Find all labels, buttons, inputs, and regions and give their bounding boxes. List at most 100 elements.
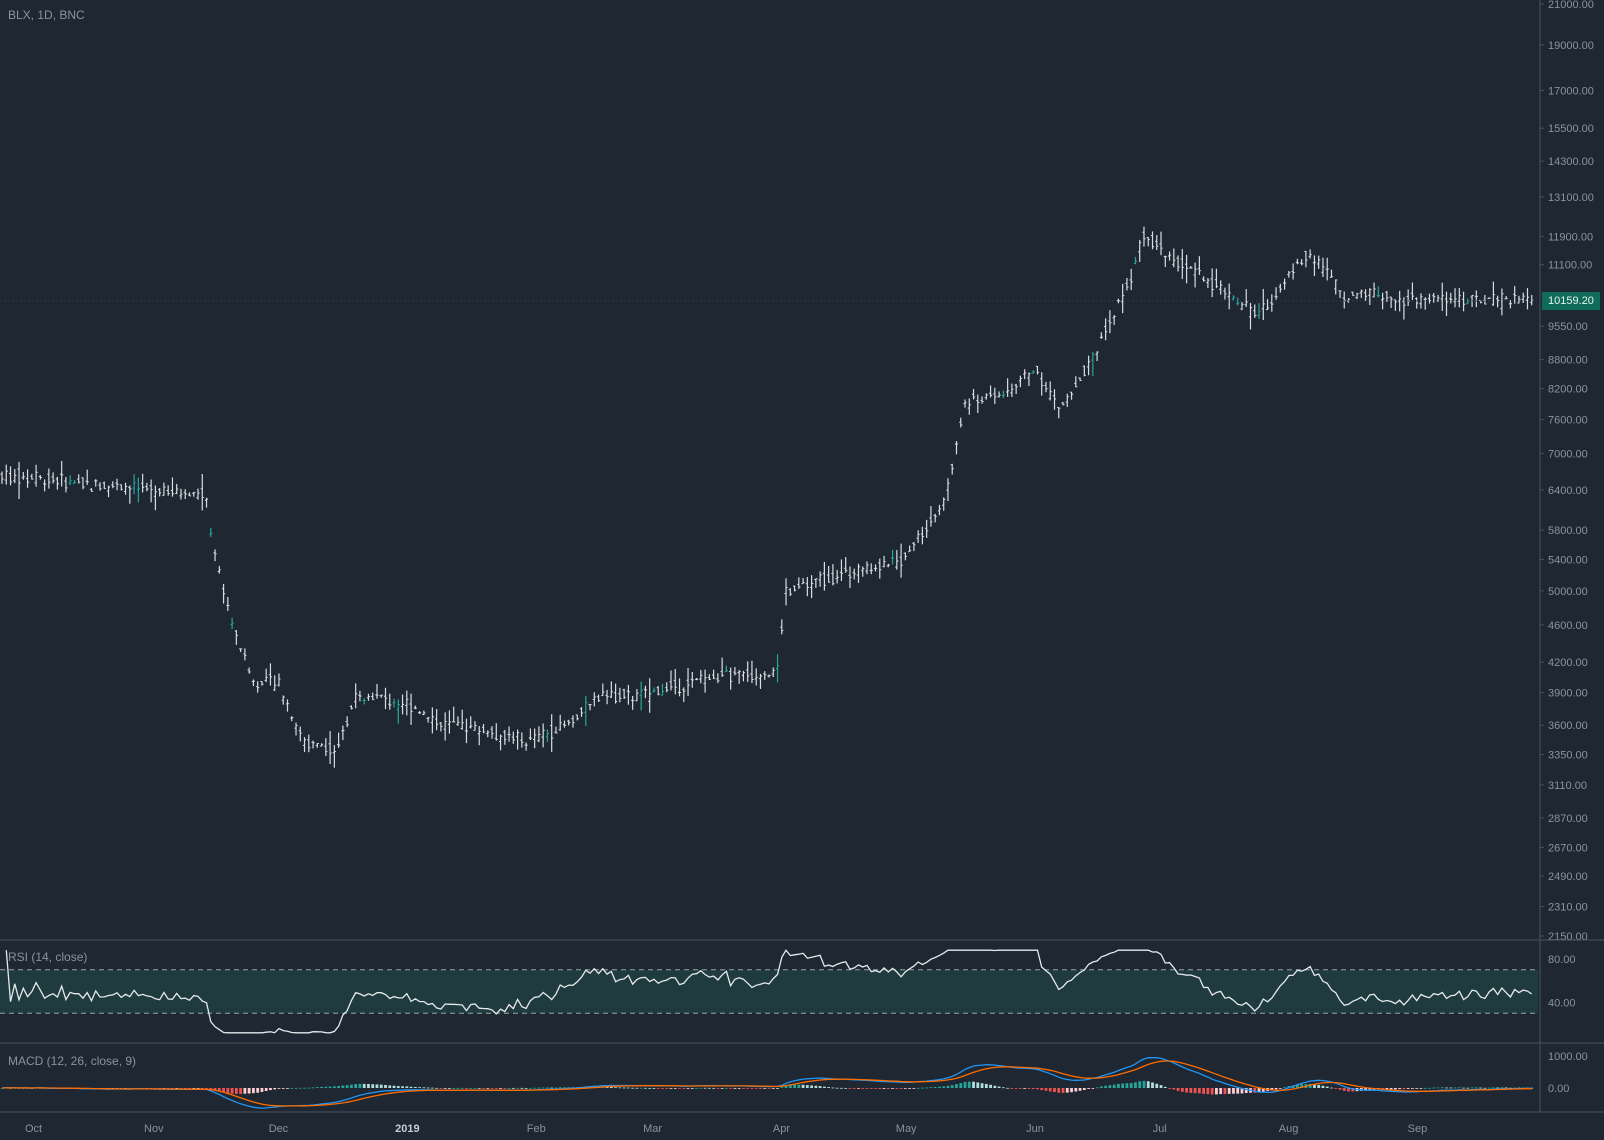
macd-histogram-bar: [1270, 1088, 1274, 1091]
macd-histogram-bar: [205, 1088, 208, 1089]
macd-histogram-bar: [771, 1088, 775, 1089]
macd-histogram-bar: [1027, 1088, 1031, 1089]
macd-histogram-bar: [916, 1087, 920, 1089]
macd-histogram-bar: [1146, 1081, 1150, 1088]
macd-histogram-bar: [835, 1087, 839, 1089]
macd-histogram-bar: [179, 1088, 183, 1089]
macd-histogram-bar: [422, 1087, 426, 1089]
macd-histogram-bar: [759, 1088, 762, 1089]
macd-histogram-bar: [486, 1088, 490, 1089]
macd-histogram-bar: [822, 1086, 826, 1088]
macd-histogram-bar: [520, 1087, 524, 1089]
macd-histogram-bar: [243, 1088, 247, 1094]
macd-histogram-bar: [1500, 1087, 1504, 1089]
macd-histogram-bar: [1428, 1087, 1431, 1089]
macd-histogram-bar: [1219, 1088, 1223, 1095]
macd-histogram-bar: [439, 1088, 443, 1089]
macd-histogram-bar: [857, 1088, 860, 1089]
macd-histogram-bar: [882, 1088, 886, 1089]
macd-histogram-bar: [230, 1088, 234, 1094]
macd-histogram-bar: [563, 1087, 566, 1089]
macd-histogram-bar: [315, 1087, 319, 1088]
macd-histogram-bar: [1504, 1087, 1508, 1089]
macd-histogram-bar: [358, 1083, 362, 1088]
macd-histogram-bar: [409, 1086, 413, 1088]
macd-histogram-bar: [1189, 1088, 1193, 1093]
macd-histogram-bar: [1108, 1085, 1112, 1088]
macd-histogram-bar: [269, 1088, 272, 1091]
time-axis: Oct Nov Dec 2019 Feb Mar Apr May Jun Jul Aug Sep: [25, 1123, 1427, 1135]
macd-histogram-bar: [1295, 1084, 1299, 1088]
macd-histogram-bar: [200, 1088, 204, 1089]
macd-histogram-bar: [1432, 1087, 1436, 1089]
price-tick-label: 8200.00: [1548, 384, 1588, 396]
price-tick-label: 7600.00: [1548, 415, 1588, 427]
macd-histogram-bar: [707, 1087, 711, 1089]
macd-histogram-bar: [1253, 1088, 1257, 1093]
macd-histogram-bar: [1082, 1088, 1086, 1091]
macd-histogram-bar: [788, 1085, 792, 1088]
macd-histogram-bar: [1176, 1088, 1180, 1091]
price-tick-label: 11900.00: [1548, 231, 1593, 243]
macd-histogram-bar: [1236, 1088, 1240, 1094]
macd-histogram-bar: [733, 1088, 737, 1089]
macd-histogram-bar: [669, 1088, 673, 1089]
macd-histogram-bar: [1347, 1088, 1350, 1092]
macd-histogram-bar: [1210, 1088, 1214, 1095]
rsi-band: [0, 969, 1538, 1014]
macd-histogram-bar: [750, 1088, 754, 1089]
macd-histogram-bar: [1232, 1088, 1235, 1094]
price-tick-label: 5400.00: [1548, 554, 1588, 566]
macd-histogram-bar: [1342, 1088, 1346, 1091]
macd-histogram-bar: [1142, 1080, 1146, 1088]
macd-histogram-bar: [435, 1087, 439, 1089]
macd-histogram-bar: [763, 1088, 767, 1089]
macd-histogram-bar: [929, 1087, 933, 1089]
macd-histogram-bar: [1449, 1087, 1453, 1089]
price-tick-label: 2150.00: [1548, 931, 1588, 943]
price-tick-label: 11100.00: [1548, 260, 1592, 272]
macd-histogram-bar: [1300, 1084, 1304, 1088]
macd-histogram-bar: [635, 1087, 639, 1089]
time-axis-label: Dec: [269, 1123, 289, 1135]
macd-histogram-bar: [976, 1082, 980, 1088]
macd-histogram-bar: [686, 1088, 690, 1089]
price-tick-label: 4600.00: [1548, 620, 1588, 632]
time-axis-label: Aug: [1279, 1123, 1299, 1135]
macd-histogram-bar: [852, 1088, 856, 1089]
time-axis-label: Oct: [25, 1123, 42, 1135]
price-tick-label: 2310.00: [1548, 902, 1588, 914]
macd-histogram-bar: [1065, 1088, 1069, 1093]
time-axis-label: Jul: [1153, 1123, 1167, 1135]
macd-axis-label: 0.00: [1548, 1083, 1569, 1095]
macd-histogram-bar: [1530, 1087, 1534, 1089]
macd-histogram-bar: [1040, 1088, 1044, 1091]
macd-histogram-bar: [362, 1083, 366, 1088]
macd-histogram-bar: [1129, 1083, 1133, 1088]
macd-histogram-bar: [1398, 1088, 1402, 1090]
macd-histogram-bar: [925, 1087, 929, 1089]
macd-histogram-bar: [946, 1085, 950, 1088]
macd-histogram-bar: [1411, 1088, 1414, 1089]
symbol-title: BLX, 1D, BNC: [8, 8, 85, 22]
macd-histogram-bar: [997, 1086, 1001, 1088]
macd-histogram-bar: [665, 1088, 669, 1089]
macd-histogram-bar: [720, 1088, 724, 1089]
macd-histogram-bar: [375, 1084, 379, 1088]
macd-histogram-bar: [448, 1088, 451, 1089]
rsi-title: RSI (14, close): [8, 950, 88, 964]
macd-histogram-bar: [341, 1085, 345, 1088]
macd-histogram-bar: [1393, 1088, 1397, 1090]
macd-histogram-bar: [784, 1085, 788, 1088]
macd-histogram-bar: [1240, 1088, 1244, 1094]
macd-histogram-bar: [712, 1087, 716, 1089]
macd-histogram-bar: [801, 1084, 805, 1088]
macd-histogram-bar: [290, 1087, 294, 1089]
macd-histogram-bar: [1095, 1087, 1099, 1089]
macd-histogram-bar: [350, 1084, 353, 1088]
macd-histogram-bar: [298, 1087, 302, 1089]
time-axis-label: Apr: [773, 1123, 790, 1135]
macd-histogram-bar: [1227, 1088, 1231, 1094]
macd-histogram-bar: [1402, 1088, 1406, 1090]
